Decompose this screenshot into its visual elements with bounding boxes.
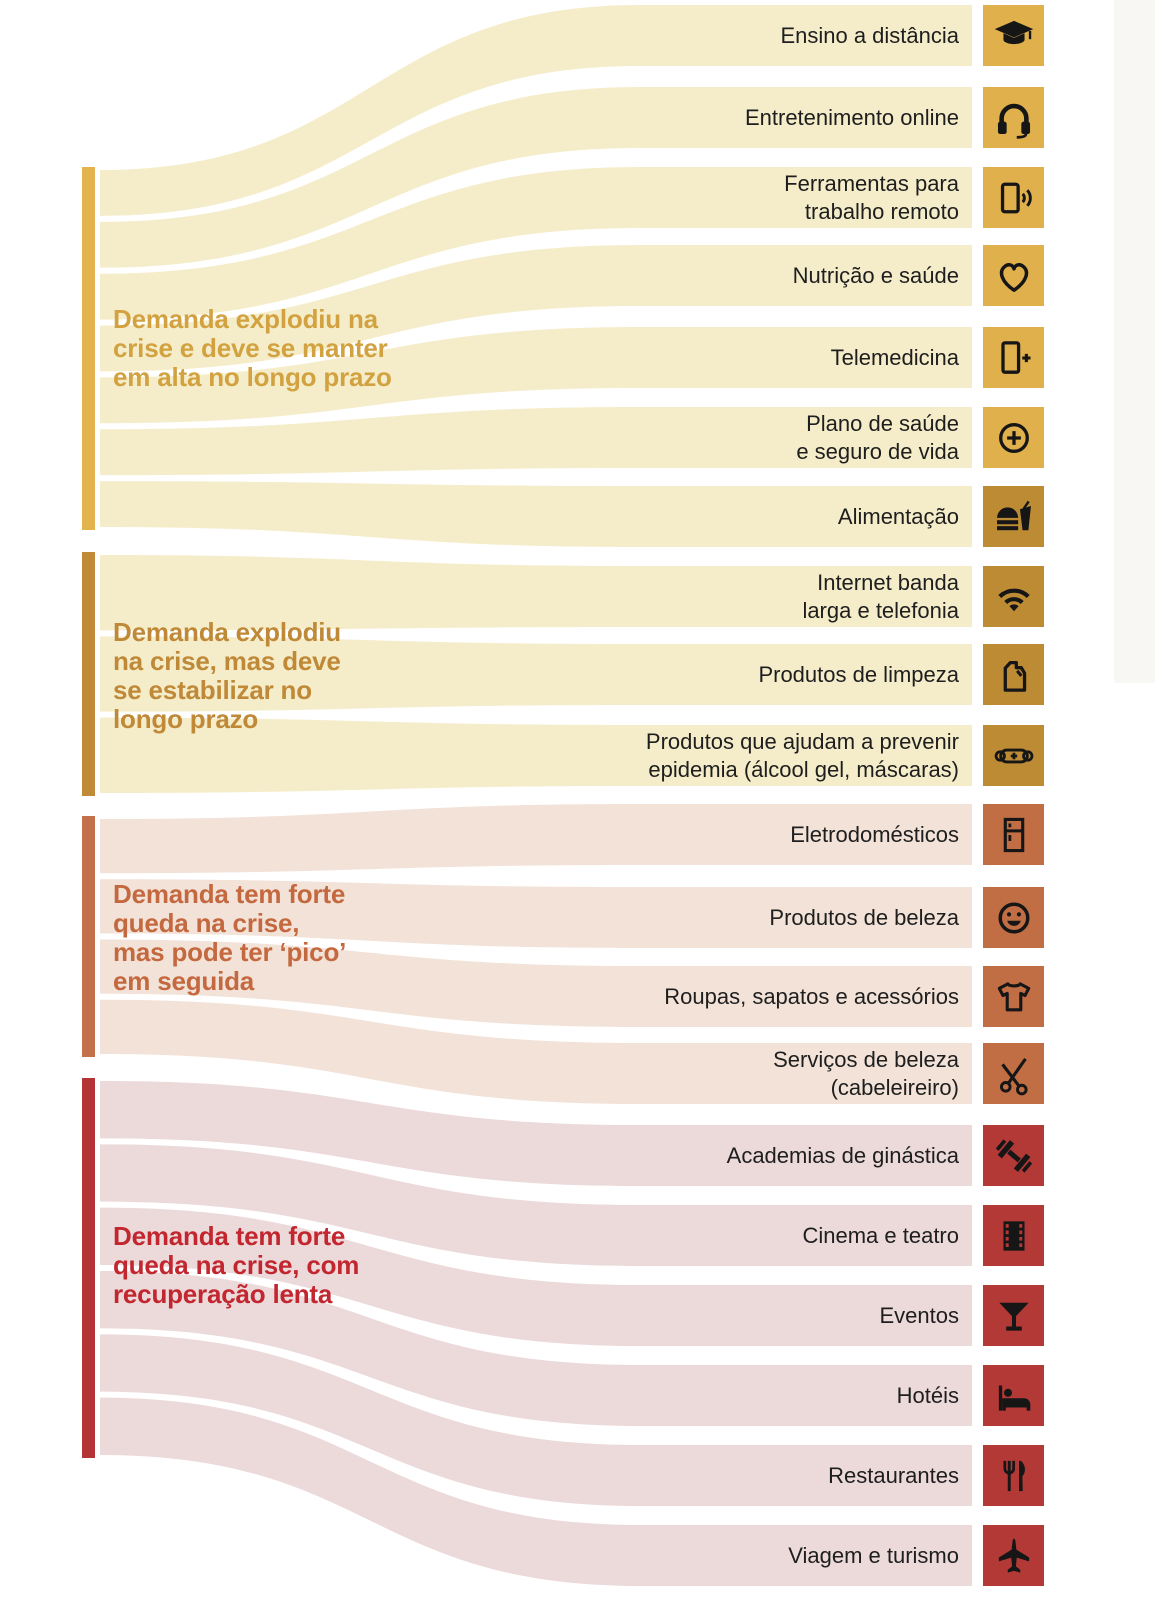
category-icon-tile — [983, 804, 1044, 865]
group-bar — [82, 552, 95, 796]
nutrition-icon — [999, 262, 1028, 292]
flow-band — [100, 879, 972, 948]
category-icon-tile — [983, 1445, 1044, 1506]
group-bar — [82, 816, 95, 1057]
group-bar — [82, 1078, 95, 1458]
category-label: Cinema e teatro — [802, 1222, 959, 1248]
category-label: Produtos de beleza — [769, 904, 959, 930]
flow-band — [100, 1144, 972, 1266]
category-icon-tile — [983, 1365, 1044, 1426]
flow-band — [100, 481, 972, 547]
group-label: Demanda tem forte queda na crise, mas po… — [113, 879, 347, 996]
flow-band — [100, 167, 972, 320]
category-label: Alimentação — [837, 503, 959, 529]
flow-band — [100, 5, 972, 216]
flow-band — [100, 636, 972, 712]
category-label: Academias de ginástica — [726, 1142, 959, 1168]
group-label: Demanda explodiu na crise, mas deve se e… — [113, 617, 341, 734]
category-label: Produtos de limpeza — [758, 661, 959, 687]
category-label: Telemedicina — [830, 344, 959, 370]
internet-icon — [997, 588, 1030, 611]
category-label: Hotéis — [896, 1382, 959, 1408]
gym-icon — [995, 1138, 1032, 1173]
group-bar — [82, 167, 95, 530]
category-icon-tile — [983, 167, 1044, 228]
category-icon-tile — [983, 566, 1044, 627]
category-label: Ensino a distância — [780, 22, 959, 48]
food-icon — [996, 500, 1031, 530]
flow-band — [100, 1334, 972, 1506]
flow-band — [100, 407, 972, 476]
cleaning-icon — [1003, 660, 1026, 692]
headphones-icon — [997, 103, 1030, 139]
category-icon-tile — [983, 966, 1044, 1027]
mask-icon — [994, 748, 1033, 763]
flow-band — [100, 1081, 972, 1186]
flow-band — [100, 939, 972, 1027]
category-icon-tile — [983, 725, 1044, 786]
category-icon-tile — [983, 327, 1044, 388]
appliances-icon — [1003, 817, 1024, 852]
flow-band — [100, 555, 972, 631]
clothes-icon — [997, 981, 1030, 1011]
flow-band — [100, 1271, 972, 1426]
travel-icon — [998, 1538, 1029, 1573]
category-icon-tile — [983, 1043, 1044, 1104]
category-icon-tile — [983, 644, 1044, 705]
hotel-icon — [998, 1384, 1030, 1411]
category-label: Eletrodomésticos — [790, 821, 959, 847]
category-icon-tile — [983, 5, 1044, 66]
category-icon-tile — [983, 1205, 1044, 1266]
events-icon — [998, 1302, 1029, 1331]
category-label: Serviços de beleza (cabeleireiro) — [773, 1046, 959, 1100]
flow-band — [100, 1397, 972, 1586]
group-label: Demanda tem forte queda na crise, com re… — [113, 1221, 360, 1309]
category-icon-tile — [983, 486, 1044, 547]
flow-band — [100, 804, 972, 874]
remote-work-icon — [1000, 182, 1032, 213]
category-icon-tile — [983, 1285, 1044, 1346]
flow-band — [100, 327, 972, 424]
page-edge-strip — [1114, 0, 1155, 683]
category-label: Internet banda larga e telefonia — [802, 569, 959, 623]
flow-band — [100, 245, 972, 372]
category-icon-tile — [983, 407, 1044, 468]
category-label: Entretenimento online — [744, 104, 959, 130]
category-label: Ferramentas para trabalho remoto — [784, 170, 959, 224]
restaurant-icon — [1002, 1460, 1025, 1491]
health-plan-icon — [998, 422, 1029, 453]
telemedicine-icon — [1000, 340, 1030, 374]
category-label: Produtos que ajudam a prevenir epidemia … — [645, 728, 959, 782]
graduation-cap-icon — [994, 20, 1033, 44]
category-label: Eventos — [879, 1302, 960, 1328]
cinema-icon — [1002, 1220, 1025, 1251]
category-icon-tile — [983, 87, 1044, 148]
category-icon-tile — [983, 245, 1044, 306]
flow-band — [100, 717, 972, 793]
category-icon-tile — [983, 1125, 1044, 1186]
category-label: Roupas, sapatos e acessórios — [664, 983, 959, 1009]
category-label: Restaurantes — [828, 1462, 959, 1488]
flow-band — [100, 999, 972, 1104]
category-label: Plano de saúde e seguro de vida — [796, 410, 959, 464]
category-icon-tile — [983, 1525, 1044, 1586]
flow-band — [100, 87, 972, 268]
beauty-services-icon — [999, 1057, 1028, 1095]
group-label: Demanda explodiu na crise e deve se mant… — [113, 304, 392, 392]
flow-band — [100, 1207, 972, 1346]
beauty-products-icon — [998, 902, 1029, 933]
category-icon-tile — [983, 887, 1044, 948]
category-label: Nutrição e saúde — [792, 262, 959, 288]
category-label: Viagem e turismo — [788, 1542, 959, 1568]
